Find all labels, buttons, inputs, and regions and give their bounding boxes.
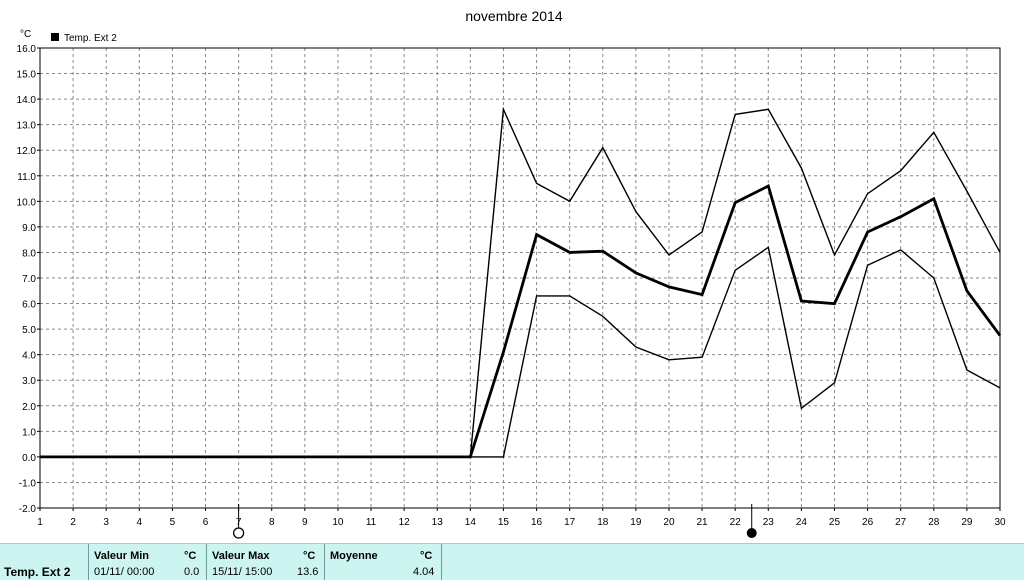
x-tick-label: 20 [663,517,675,528]
avg-unit: °C [420,550,433,562]
x-tick-label: 3 [103,517,109,528]
y-tick-label: 14.0 [17,95,37,106]
x-tick-label: 21 [697,517,709,528]
y-tick-label: 10.0 [17,197,37,208]
x-tick-label: 26 [862,517,874,528]
series-line-min [40,246,1001,458]
x-tick-label: 19 [630,517,642,528]
markers [232,504,757,539]
x-tick-label: 23 [763,517,775,528]
y-tick-label: 8.0 [22,248,36,259]
x-tick-label: 12 [399,517,411,528]
x-tick-label: 18 [597,517,609,528]
avg-value: 4.04 [413,566,435,578]
max-value: 13.6 [297,566,319,578]
x-tick-label: 17 [564,517,576,528]
y-tick-label: -2.0 [19,504,37,515]
y-axis-unit: °C [20,29,31,40]
avg-label: Moyenne [330,550,378,562]
x-tick-label: 22 [730,517,742,528]
divider [206,544,207,580]
y-tick-label: 3.0 [22,376,36,387]
x-tick-label: 11 [366,517,377,528]
x-tick-label: 27 [895,517,907,528]
axis-ticks: -2.0 -1.0 0.0 1.0 2.0 3.0 4.0 5.0 6.0 7.0 8.0 9.0 10… [17,44,1006,528]
y-tick-label: 1.0 [22,427,36,438]
y-tick-label: 16.0 [17,44,37,55]
y-tick-label: 15.0 [17,70,37,81]
x-tick-label: 6 [203,517,209,528]
legend-label: Temp. Ext 2 [64,33,117,44]
series [40,106,1002,459]
plot-frame [39,47,1001,509]
x-tick-label: 29 [961,517,973,528]
open-circle-icon [232,527,245,539]
min-label: Valeur Min [94,550,150,562]
y-tick-label: 7.0 [22,274,36,285]
y-tick-label: -1.0 [19,478,37,489]
filled-circle-icon [746,528,757,538]
y-tick-label: 0.0 [22,453,36,464]
y-tick-label: 2.0 [22,402,36,413]
series-line-max [40,106,1001,458]
x-tick-label: 10 [332,517,344,528]
x-tick-label: 2 [70,517,76,528]
x-tick-label: 28 [928,517,940,528]
y-tick-label: 9.0 [22,223,36,234]
y-tick-label: 11.0 [17,172,36,183]
min-unit: °C [184,550,197,562]
divider [324,544,325,580]
min-datetime: 01/11/ 00:00 [94,566,155,578]
y-tick-label: 6.0 [22,300,36,311]
chart-title: novembre 2014 [465,8,563,24]
x-tick-label: 4 [137,517,143,528]
x-tick-label: 24 [796,517,808,528]
x-tick-label: 9 [302,517,308,528]
divider [441,544,442,580]
max-datetime: 15/11/ 15:00 [212,566,273,578]
sensor-name: Temp. Ext 2 [4,565,71,579]
x-tick-label: 15 [498,517,510,528]
grid [40,48,1000,508]
stats-footer: Temp. Ext 2 Valeur Min °C 01/11/ 00:00 0… [0,543,1024,580]
y-tick-label: 13.0 [17,121,37,132]
chart: novembre 2014 °C Temp. Ext 2 -2.0 -1.0 0.0… [17,8,1006,539]
max-label: Valeur Max [212,550,270,562]
max-unit: °C [303,550,316,562]
y-tick-label: 12.0 [17,146,37,157]
x-tick-label: 1 [37,517,43,528]
y-tick-label: 4.0 [22,351,36,362]
x-tick-label: 8 [269,517,275,528]
x-tick-label: 5 [170,517,176,528]
min-value: 0.0 [184,566,200,578]
divider [88,544,89,580]
y-tick-label: 5.0 [22,325,36,336]
x-tick-label: 30 [994,517,1006,528]
x-tick-label: 14 [465,517,477,528]
x-tick-label: 25 [829,517,841,528]
legend-swatch [51,33,59,41]
series-line-mean [40,183,1002,459]
x-tick-label: 13 [432,517,444,528]
x-tick-label: 16 [531,517,543,528]
